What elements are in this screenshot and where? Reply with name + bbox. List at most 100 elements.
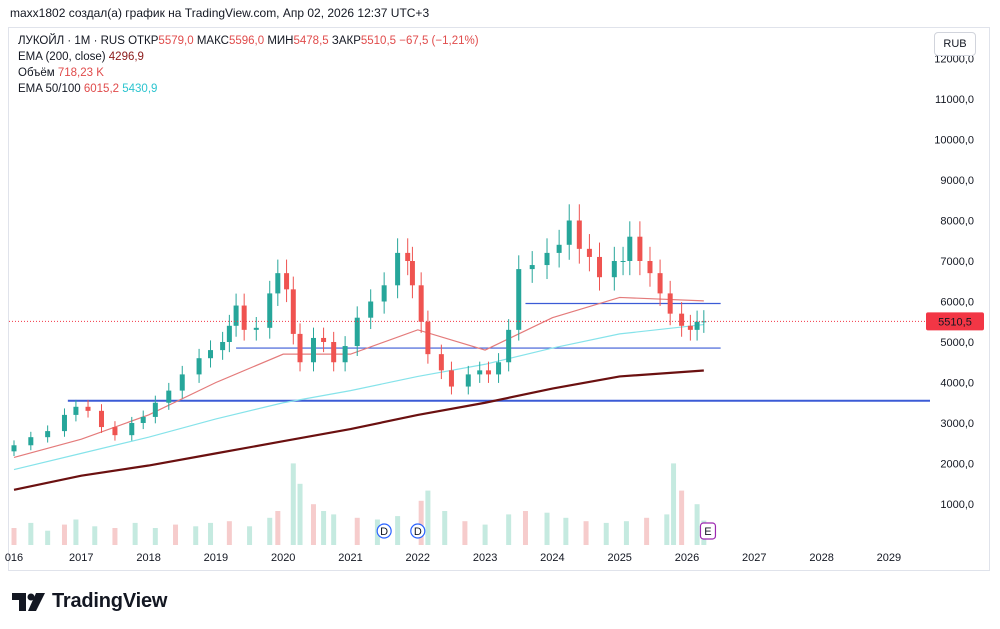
- symbol-label[interactable]: ЛУКОЙЛ · 1M · RUS: [18, 35, 125, 47]
- legend-ohlc-row: ЛУКОЙЛ · 1M · RUS ОТКР5579,0 МАКС5596,0 …: [18, 33, 479, 49]
- volume-bar: [482, 524, 488, 545]
- currency-button[interactable]: RUB: [934, 32, 976, 56]
- close-label: ЗАКР: [331, 35, 361, 47]
- volume-bar: [603, 522, 609, 545]
- candle-body: [381, 285, 387, 302]
- ema200-label: EMA (200, close): [18, 51, 106, 63]
- volume-bar: [92, 526, 98, 545]
- candle-body: [448, 370, 454, 387]
- candle-body: [220, 342, 226, 351]
- earnings-marker-label: E: [704, 526, 711, 538]
- candle-body: [657, 273, 663, 294]
- y-tick-label: 3000,0: [940, 418, 974, 430]
- candle-body: [267, 293, 273, 328]
- candle-body: [516, 269, 522, 330]
- candle-body: [166, 390, 172, 403]
- x-tick-label: 2022: [406, 552, 430, 564]
- volume-label: Объём: [18, 67, 55, 79]
- candle-body: [679, 313, 685, 326]
- candle-body: [395, 252, 401, 286]
- candle-body: [179, 374, 185, 391]
- volume-bar: [112, 528, 118, 545]
- candle-body: [694, 321, 700, 330]
- y-tick-label: 10000,0: [934, 135, 974, 147]
- low-value: 5478,5: [293, 35, 329, 47]
- earnings-marker: [699, 522, 717, 540]
- volume-bar: [671, 463, 677, 545]
- volume-bar: [563, 517, 569, 545]
- candle-body: [529, 265, 535, 270]
- x-tick-label: 2019: [204, 552, 228, 564]
- y-tick-label: 11000,0: [935, 94, 974, 106]
- tradingview-logo[interactable]: TradingView: [12, 590, 167, 613]
- candle-body: [85, 406, 91, 411]
- candle-body: [310, 337, 316, 363]
- dividend-marker-label: D: [414, 526, 422, 538]
- chart-frame: [8, 27, 990, 571]
- volume-bar: [623, 521, 629, 545]
- x-tick-label: 2024: [540, 552, 564, 564]
- y-tick-label: 12000,0: [934, 54, 974, 66]
- candle-body: [425, 321, 431, 355]
- candle-body: [152, 402, 158, 417]
- candle-body: [687, 325, 693, 330]
- candle-body: [196, 358, 202, 375]
- volume-bar: [297, 483, 303, 545]
- candle-body: [129, 423, 135, 436]
- volume-bar: [354, 517, 360, 545]
- candle-body: [485, 370, 491, 375]
- dividend-marker-label: D: [380, 526, 388, 538]
- volume-value: 718,23 K: [57, 67, 104, 79]
- candle-body: [208, 350, 214, 359]
- chart-legend: ЛУКОЙЛ · 1M · RUS ОТКР5579,0 МАКС5596,0 …: [18, 33, 479, 97]
- volume-bar: [247, 526, 253, 545]
- x-tick-label: 2026: [675, 552, 699, 564]
- candle-body: [321, 337, 327, 342]
- last-price-tag-label: 5510,5: [938, 316, 972, 328]
- legend-volume-row[interactable]: Объём 718,23 K: [18, 65, 479, 81]
- volume-bar: [331, 514, 337, 545]
- volume-bar: [506, 514, 512, 545]
- volume-bar: [694, 504, 700, 545]
- volume-bar: [45, 530, 51, 545]
- candle-body: [586, 248, 592, 257]
- candle-body: [368, 301, 374, 318]
- candle-body: [241, 305, 247, 330]
- legend-ema200-row[interactable]: EMA (200, close) 4296,9: [18, 49, 479, 65]
- y-tick-label: 5000,0: [940, 337, 974, 349]
- ema200-line: [13, 369, 704, 491]
- volume-bar: [193, 526, 199, 545]
- volume-bar: [310, 504, 316, 545]
- volume-bar: [73, 519, 79, 545]
- candle-body: [496, 362, 502, 375]
- volume-bar: [28, 522, 34, 545]
- candle-body: [647, 261, 653, 274]
- candle-body: [418, 285, 424, 322]
- volume-bar: [522, 511, 528, 545]
- candle-body: [438, 354, 444, 371]
- candle-body: [701, 321, 707, 323]
- volume-bar: [425, 490, 431, 545]
- x-tick-label: 2029: [877, 552, 901, 564]
- dividend-marker: [410, 523, 426, 539]
- volume-bar: [208, 522, 214, 545]
- volume-bar: [61, 524, 67, 545]
- candle-body: [667, 293, 673, 314]
- legend-ema50-100-row[interactable]: EMA 50/100 6015,2 5430,9: [18, 81, 479, 97]
- last-price-tag: [926, 312, 984, 331]
- candle-body: [556, 244, 562, 253]
- ema100-value: 5430,9: [122, 83, 158, 95]
- candle-body: [297, 333, 303, 363]
- candle-body: [140, 416, 146, 423]
- volume-bar: [462, 521, 468, 545]
- candle-body: [11, 445, 17, 452]
- x-tick-label: 2018: [136, 552, 160, 564]
- x-tick-label: 2021: [338, 552, 362, 564]
- candle-body: [506, 329, 512, 363]
- volume-bar: [226, 521, 232, 545]
- candle-body: [465, 374, 471, 387]
- open-value: 5579,0: [158, 35, 194, 47]
- candle-body: [331, 342, 337, 363]
- volume-bar: [583, 521, 589, 545]
